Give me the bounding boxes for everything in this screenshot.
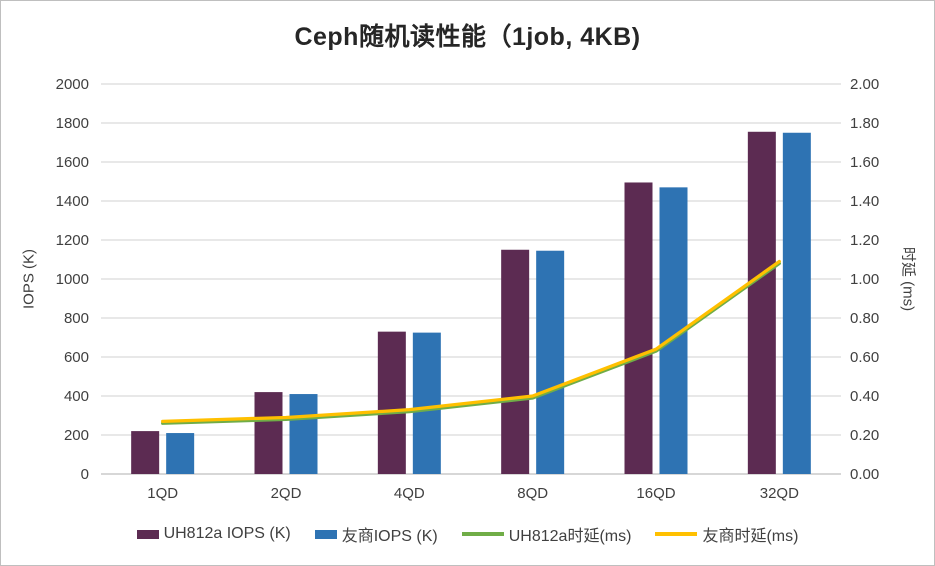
right-axis-tick: 1.60 <box>850 154 879 171</box>
right-axis-tick: 0.40 <box>850 388 879 405</box>
right-axis-tick: 2.00 <box>850 76 879 93</box>
left-axis-tick: 400 <box>64 388 89 405</box>
left-axis-tick: 2000 <box>56 76 89 93</box>
right-axis-tick: 1.00 <box>850 271 879 288</box>
right-axis-tick: 0.80 <box>850 310 879 327</box>
legend-item-youshang-iops: 友商IOPS (K) <box>314 522 438 546</box>
x-axis-label: 32QD <box>760 485 799 502</box>
right-axis-tick: 1.20 <box>850 232 879 249</box>
bar <box>377 331 406 474</box>
bar <box>166 433 195 474</box>
chart-title: Ceph随机读性能（1job, 4KB) <box>294 23 641 51</box>
left-axis-tick: 1200 <box>56 232 89 249</box>
legend: UH812a IOPS (K) 友商IOPS (K) UH812a时延(ms) … <box>1 522 934 546</box>
bar <box>254 392 283 474</box>
left-axis-tick: 800 <box>64 310 89 327</box>
legend-label: UH812a IOPS (K) <box>163 525 291 542</box>
line-swatch-icon <box>655 532 698 536</box>
line-swatch-icon <box>461 532 504 536</box>
left-axis-tick: 200 <box>64 427 89 444</box>
bar <box>412 332 441 474</box>
legend-item-youshang-latency: 友商时延(ms) <box>655 522 798 546</box>
bar <box>624 182 653 474</box>
left-axis-tick: 1800 <box>56 115 89 132</box>
right-axis-tick: 1.40 <box>850 193 879 210</box>
x-axis-label: 1QD <box>147 485 178 502</box>
bar-swatch-icon <box>136 529 159 539</box>
left-axis-tick: 0 <box>81 466 89 483</box>
x-axis-label: 2QD <box>271 485 302 502</box>
right-axis-tick: 1.80 <box>850 115 879 132</box>
legend-item-uh812a-iops: UH812a IOPS (K) <box>136 525 291 543</box>
bar <box>501 249 530 474</box>
bar <box>782 132 811 474</box>
x-axis-label: 8QD <box>517 485 548 502</box>
legend-label: 友商时延(ms) <box>702 528 799 545</box>
left-axis-tick: 1000 <box>56 271 89 288</box>
bar <box>131 431 160 474</box>
legend-label: 友商IOPS (K) <box>341 528 438 545</box>
legend-label: UH812a时延(ms) <box>508 528 632 545</box>
bar <box>747 131 776 474</box>
left-axis-tick: 1400 <box>56 193 89 210</box>
left-axis-tick: 1600 <box>56 154 89 171</box>
legend-item-uh812a-latency: UH812a时延(ms) <box>461 522 632 546</box>
right-axis-tick: 0.60 <box>850 349 879 366</box>
left-axis-tick: 600 <box>64 349 89 366</box>
line-series <box>161 259 781 423</box>
bar-swatch-icon <box>314 529 337 539</box>
x-axis-label: 4QD <box>394 485 425 502</box>
right-axis-tick: 0.00 <box>850 466 879 483</box>
right-axis-tick: 0.20 <box>850 427 879 444</box>
x-axis-label: 16QD <box>636 485 675 502</box>
bar <box>289 394 318 474</box>
bar <box>536 250 565 474</box>
